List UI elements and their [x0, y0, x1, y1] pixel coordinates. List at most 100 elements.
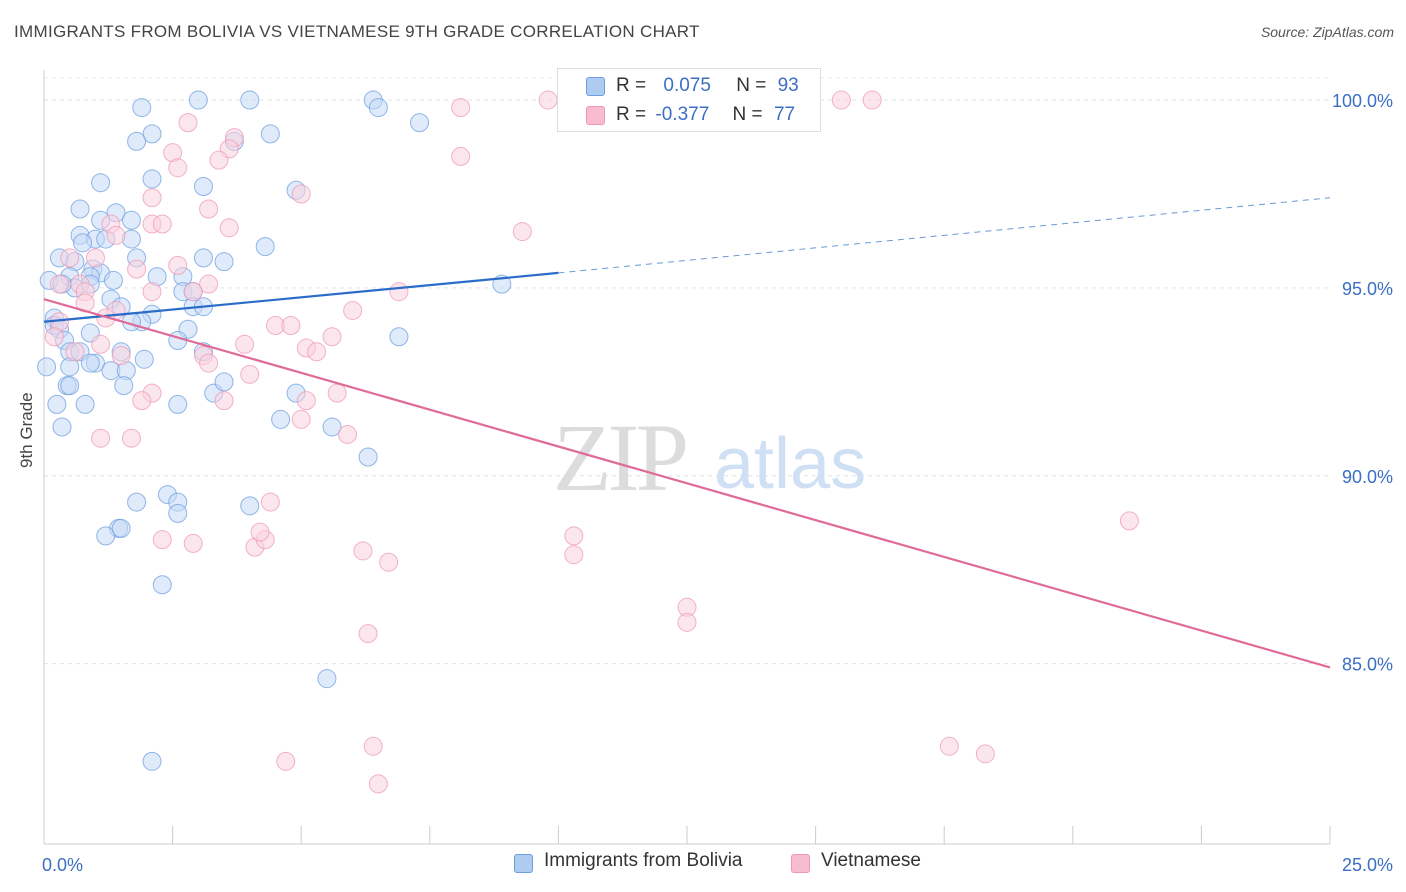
- point-vietnamese: [291, 184, 311, 204]
- point-vietnamese: [538, 90, 558, 110]
- r-value: -0.377: [655, 104, 710, 125]
- point-bolivia: [134, 349, 154, 369]
- y-tick-label: 90.0%: [1342, 467, 1393, 487]
- point-bolivia: [214, 372, 234, 392]
- point-vietnamese: [209, 150, 229, 170]
- point-vietnamese: [219, 218, 239, 238]
- point-vietnamese: [142, 282, 162, 302]
- point-bolivia: [214, 252, 234, 272]
- point-vietnamese: [281, 315, 301, 335]
- point-bolivia: [127, 492, 147, 512]
- point-vietnamese: [1119, 511, 1139, 531]
- point-bolivia: [52, 417, 72, 437]
- stats-box: R = 0.075 N = 93 R = -0.377 N = 77: [557, 68, 821, 132]
- point-vietnamese: [276, 751, 296, 771]
- n-label: N =: [732, 104, 763, 125]
- point-bolivia: [127, 131, 147, 151]
- point-vietnamese: [322, 327, 342, 347]
- point-bolivia: [91, 173, 111, 193]
- point-vietnamese: [132, 391, 152, 411]
- point-vietnamese: [831, 90, 851, 110]
- point-bolivia: [142, 751, 162, 771]
- point-vietnamese: [379, 552, 399, 572]
- stats-row-bolivia: R = 0.075 N = 93: [616, 75, 799, 97]
- point-vietnamese: [106, 225, 126, 245]
- point-vietnamese: [296, 391, 316, 411]
- x-tick-label: 25.0%: [1342, 855, 1393, 875]
- point-bolivia: [410, 113, 430, 133]
- point-bolivia: [358, 447, 378, 467]
- point-vietnamese: [451, 146, 471, 166]
- point-vietnamese: [939, 736, 959, 756]
- point-vietnamese: [512, 222, 532, 242]
- point-vietnamese: [91, 428, 111, 448]
- stats-row-vietnamese: R = -0.377 N = 77: [616, 104, 795, 126]
- point-bolivia: [240, 496, 260, 516]
- stats-swatch-vietnamese: [586, 106, 605, 125]
- point-vietnamese: [363, 736, 383, 756]
- point-vietnamese: [85, 248, 105, 268]
- point-vietnamese: [564, 545, 584, 565]
- point-vietnamese: [250, 522, 270, 542]
- point-vietnamese: [142, 188, 162, 208]
- point-vietnamese: [127, 259, 147, 279]
- point-bolivia: [132, 98, 152, 118]
- point-vietnamese: [121, 428, 141, 448]
- y-axis-title: 9th Grade: [17, 392, 36, 468]
- watermark-atlas: atlas: [714, 424, 866, 504]
- point-vietnamese: [677, 612, 697, 632]
- point-vietnamese: [368, 774, 388, 794]
- point-bolivia: [47, 394, 67, 414]
- point-vietnamese: [307, 342, 327, 362]
- point-vietnamese: [291, 409, 311, 429]
- point-bolivia: [368, 98, 388, 118]
- point-bolivia: [168, 331, 188, 351]
- point-bolivia: [37, 357, 57, 377]
- point-bolivia: [142, 169, 162, 189]
- point-vietnamese: [451, 98, 471, 118]
- stats-swatch-bolivia: [586, 77, 605, 96]
- point-vietnamese: [178, 113, 198, 133]
- point-bolivia: [168, 503, 188, 523]
- r-label: R =: [616, 104, 647, 125]
- point-bolivia: [114, 376, 134, 396]
- point-vietnamese: [152, 530, 172, 550]
- point-vietnamese: [235, 334, 255, 354]
- point-bolivia: [193, 248, 213, 268]
- point-vietnamese: [214, 391, 234, 411]
- y-tick-label: 100.0%: [1332, 91, 1393, 111]
- point-vietnamese: [337, 424, 357, 444]
- point-bolivia: [193, 176, 213, 196]
- point-vietnamese: [358, 624, 378, 644]
- point-vietnamese: [343, 300, 363, 320]
- legend-item-vietnamese: Vietnamese: [791, 850, 921, 873]
- point-bolivia: [75, 394, 95, 414]
- point-vietnamese: [353, 541, 373, 561]
- point-bolivia: [121, 210, 141, 230]
- point-bolivia: [152, 575, 172, 595]
- point-bolivia: [111, 518, 131, 538]
- trend-line-bolivia-projection: [558, 197, 1331, 274]
- point-bolivia: [260, 124, 280, 144]
- point-vietnamese: [60, 248, 80, 268]
- point-bolivia: [73, 233, 93, 253]
- point-bolivia: [103, 270, 123, 290]
- point-vietnamese: [199, 274, 219, 294]
- n-label: N =: [736, 75, 767, 96]
- point-bolivia: [70, 199, 90, 219]
- point-vietnamese: [260, 492, 280, 512]
- chart-title: IMMIGRANTS FROM BOLIVIA VS VIETNAMESE 9T…: [14, 22, 700, 41]
- point-bolivia: [317, 669, 337, 689]
- legend-label-vietnamese: Vietnamese: [821, 850, 921, 871]
- point-vietnamese: [389, 282, 409, 302]
- watermark-zip: ZIP: [553, 404, 686, 511]
- point-vietnamese: [975, 744, 995, 764]
- point-bolivia: [188, 90, 208, 110]
- point-bolivia: [96, 526, 116, 546]
- point-vietnamese: [168, 158, 188, 178]
- trend-line-bolivia: [43, 271, 559, 323]
- point-vietnamese: [168, 255, 188, 275]
- legend-swatch-vietnamese: [791, 854, 810, 873]
- point-vietnamese: [240, 364, 260, 384]
